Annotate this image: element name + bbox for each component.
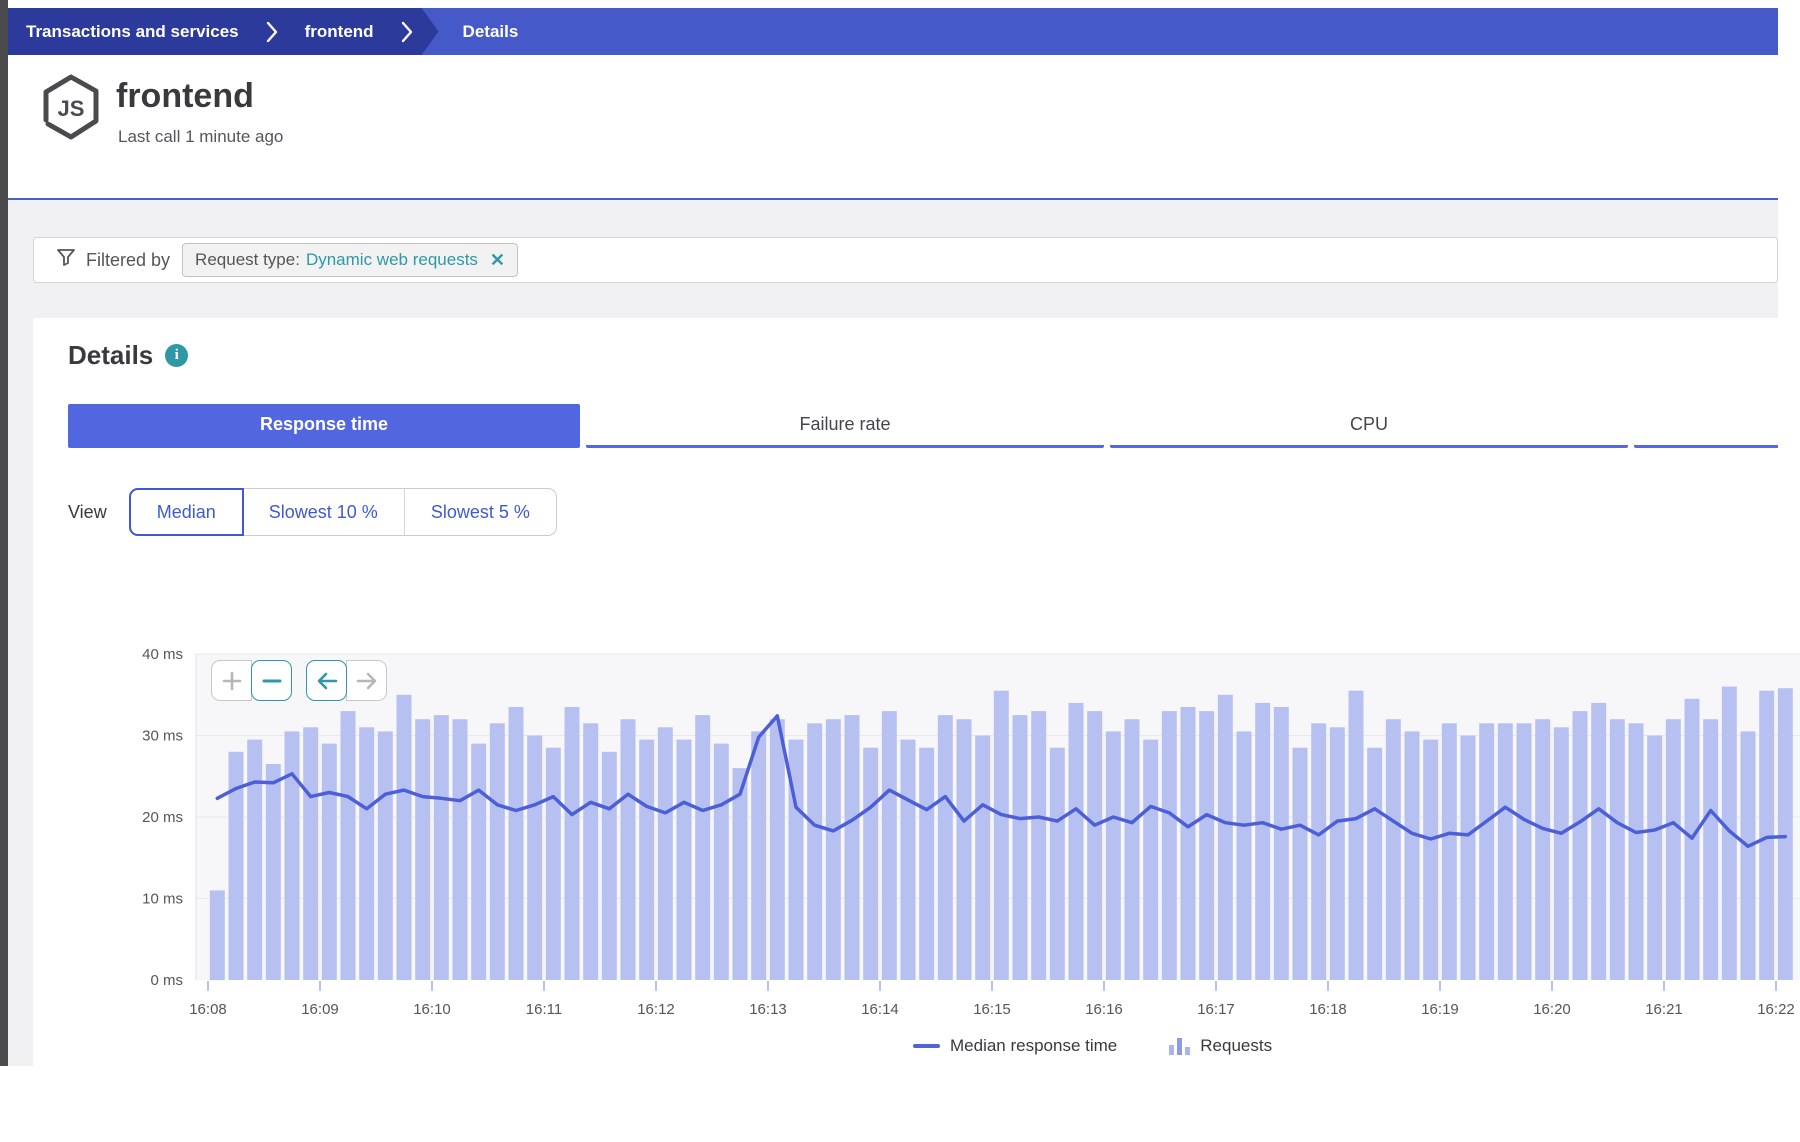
svg-text:16:20: 16:20 [1533, 1001, 1571, 1018]
view-option-median[interactable]: Median [128, 488, 244, 536]
response-time-chart: 0 ms 10 ms 20 ms 30 ms 40 ms 16:08 16:09 16:10 1… [33, 618, 1800, 1066]
nodejs-hexagon-icon: JS [40, 73, 102, 146]
svg-text:16:21: 16:21 [1645, 1001, 1683, 1018]
svg-text:16:14: 16:14 [861, 1001, 899, 1018]
collapsed-sidebar-strip[interactable] [0, 0, 8, 1066]
legend-median-response-time[interactable]: Median response time [913, 1036, 1117, 1056]
svg-text:16:16: 16:16 [1085, 1001, 1123, 1018]
svg-text:16:19: 16:19 [1421, 1001, 1459, 1018]
info-icon[interactable]: i [165, 344, 189, 367]
chart-zoom-controls [211, 660, 387, 701]
mini-bar-chart-icon [1169, 1037, 1191, 1055]
details-title-text: Details [68, 340, 154, 370]
pan-right-icon[interactable] [346, 660, 387, 701]
pan-left-icon[interactable] [306, 660, 347, 701]
tab-cpu[interactable]: CPU [1110, 404, 1628, 448]
view-option-slowest-5[interactable]: Slowest 5 % [403, 489, 556, 535]
view-option-slowest-10[interactable]: Slowest 10 % [242, 489, 404, 535]
svg-text:16:11: 16:11 [526, 1001, 562, 1018]
svg-text:16:10: 16:10 [413, 1001, 451, 1018]
breadcrumb-item-transactions-and-services[interactable]: Transactions and services [8, 8, 257, 55]
filter-chip-request-type[interactable]: Request type: Dynamic web requests ✕ [182, 243, 519, 277]
svg-text:20 ms: 20 ms [142, 809, 183, 826]
svg-text:16:17: 16:17 [1197, 1001, 1235, 1018]
legend-requests[interactable]: Requests [1169, 1036, 1272, 1056]
service-header: JS frontend Last call 1 minute ago [8, 55, 1778, 198]
details-card: Details i Response time Failure rate CPU… [33, 318, 1800, 1142]
last-call-status: Last call 1 minute ago [118, 127, 284, 146]
metric-tabs: Response time Failure rate CPU [68, 404, 1778, 450]
page-title: frontend [116, 77, 254, 115]
svg-text:16:22: 16:22 [1757, 1001, 1795, 1018]
svg-text:16:09: 16:09 [301, 1001, 339, 1018]
tab-failure-rate[interactable]: Failure rate [586, 404, 1104, 448]
chart-svg: 0 ms 10 ms 20 ms 30 ms 40 ms 16:08 16:09 16:10 1… [142, 646, 1800, 1018]
section-title: Details i [68, 340, 189, 371]
svg-text:JS: JS [58, 96, 85, 121]
breadcrumb-item-details[interactable]: Details [462, 21, 519, 41]
breadcrumb-item-frontend[interactable]: frontend [286, 8, 392, 55]
chart-legend: Median response time Requests [913, 1036, 1272, 1056]
view-button-group: Median Slowest 10 % Slowest 5 % [128, 488, 557, 536]
chevron-right-icon [391, 8, 422, 55]
filter-label: Filtered by [86, 249, 171, 270]
svg-text:16:08: 16:08 [189, 1001, 227, 1018]
view-selector-row: View Median Slowest 10 % Slowest 5 % [68, 488, 557, 536]
filter-chip-key: Request type: [195, 250, 300, 269]
svg-text:0 ms: 0 ms [150, 972, 183, 989]
view-label: View [68, 501, 107, 522]
breadcrumb-arrow-tip [421, 8, 439, 55]
zoom-out-icon[interactable] [251, 660, 292, 701]
zoom-in-icon[interactable] [211, 660, 252, 701]
tab-partial-hidden[interactable] [1634, 404, 1778, 448]
svg-text:10 ms: 10 ms [142, 891, 183, 908]
legend-label: Median response time [950, 1036, 1118, 1055]
svg-text:16:18: 16:18 [1309, 1001, 1347, 1018]
filter-bar: Filtered by Request type: Dynamic web re… [33, 237, 1778, 283]
line-swatch-icon [913, 1044, 940, 1048]
funnel-icon [56, 248, 76, 272]
legend-label: Requests [1200, 1036, 1273, 1055]
chevron-right-icon [256, 8, 287, 55]
filter-chip-value: Dynamic web requests [305, 250, 478, 269]
close-icon[interactable]: ✕ [489, 250, 506, 270]
svg-text:16:13: 16:13 [749, 1001, 787, 1018]
header-divider [8, 198, 1778, 200]
svg-text:30 ms: 30 ms [142, 728, 183, 745]
breadcrumb: Transactions and services frontend Detai… [8, 8, 1778, 55]
svg-text:16:12: 16:12 [637, 1001, 675, 1018]
tab-response-time[interactable]: Response time [68, 404, 580, 448]
svg-text:40 ms: 40 ms [142, 646, 183, 663]
svg-text:16:15: 16:15 [973, 1001, 1011, 1018]
